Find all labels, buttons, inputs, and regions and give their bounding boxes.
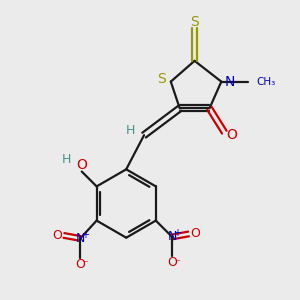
Text: H: H <box>126 124 135 137</box>
Text: O: O <box>75 258 85 271</box>
Text: N: N <box>167 230 177 243</box>
Text: S: S <box>158 72 166 86</box>
Text: N: N <box>76 232 85 245</box>
Text: O: O <box>76 158 87 172</box>
Text: +: + <box>81 230 89 240</box>
Text: O: O <box>52 229 62 242</box>
Text: N: N <box>224 75 235 88</box>
Text: O: O <box>226 128 237 142</box>
Text: H: H <box>62 153 72 166</box>
Text: CH₃: CH₃ <box>256 76 276 87</box>
Text: +: + <box>173 228 181 239</box>
Text: ⁻: ⁻ <box>83 259 88 269</box>
Text: O: O <box>190 227 200 241</box>
Text: S: S <box>190 15 199 29</box>
Text: ⁻: ⁻ <box>175 258 181 268</box>
Text: O: O <box>167 256 177 269</box>
